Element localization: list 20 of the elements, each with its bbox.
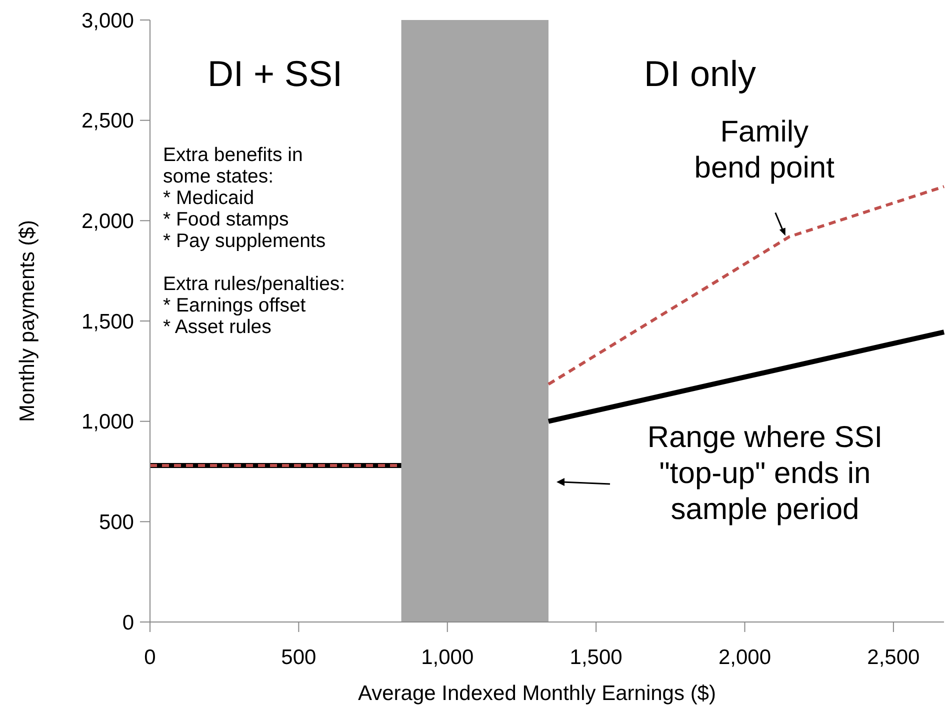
annotation: Extra benefits in some states: * Medicaid * Food stamps * Pay supplements Extra rules/penalties: * Earnings offset * Asset rules: [163, 144, 346, 338]
y-tick-label: 1,500: [81, 310, 134, 334]
y-tick-label: 500: [98, 511, 134, 534]
y-tick-label: 3,000: [81, 9, 134, 32]
y-tick-label: 2,000: [81, 210, 134, 234]
y-tick-label: 2,500: [81, 110, 134, 133]
x-tick-label: 1,000: [421, 646, 474, 669]
x-tick-label: 1,500: [570, 646, 622, 669]
annotation: Range where SSI "top-up" ends in sample period: [647, 420, 883, 526]
y-tick-label: 0: [122, 611, 134, 634]
x-tick-label: 500: [281, 646, 316, 669]
annotation: DI only: [644, 53, 756, 94]
annotation: Family bend point: [694, 116, 836, 185]
x-axis-title: Average Indexed Monthly Earnings ($): [358, 682, 716, 705]
annotation: DI + SSI: [207, 53, 343, 94]
y-axis-title: Monthly payments ($): [16, 220, 39, 422]
x-tick-label: 2,000: [718, 646, 772, 669]
y-tick-label: 1,000: [81, 410, 134, 434]
x-tick-label: 0: [144, 646, 156, 669]
x-tick-label: 2,500: [867, 646, 920, 669]
